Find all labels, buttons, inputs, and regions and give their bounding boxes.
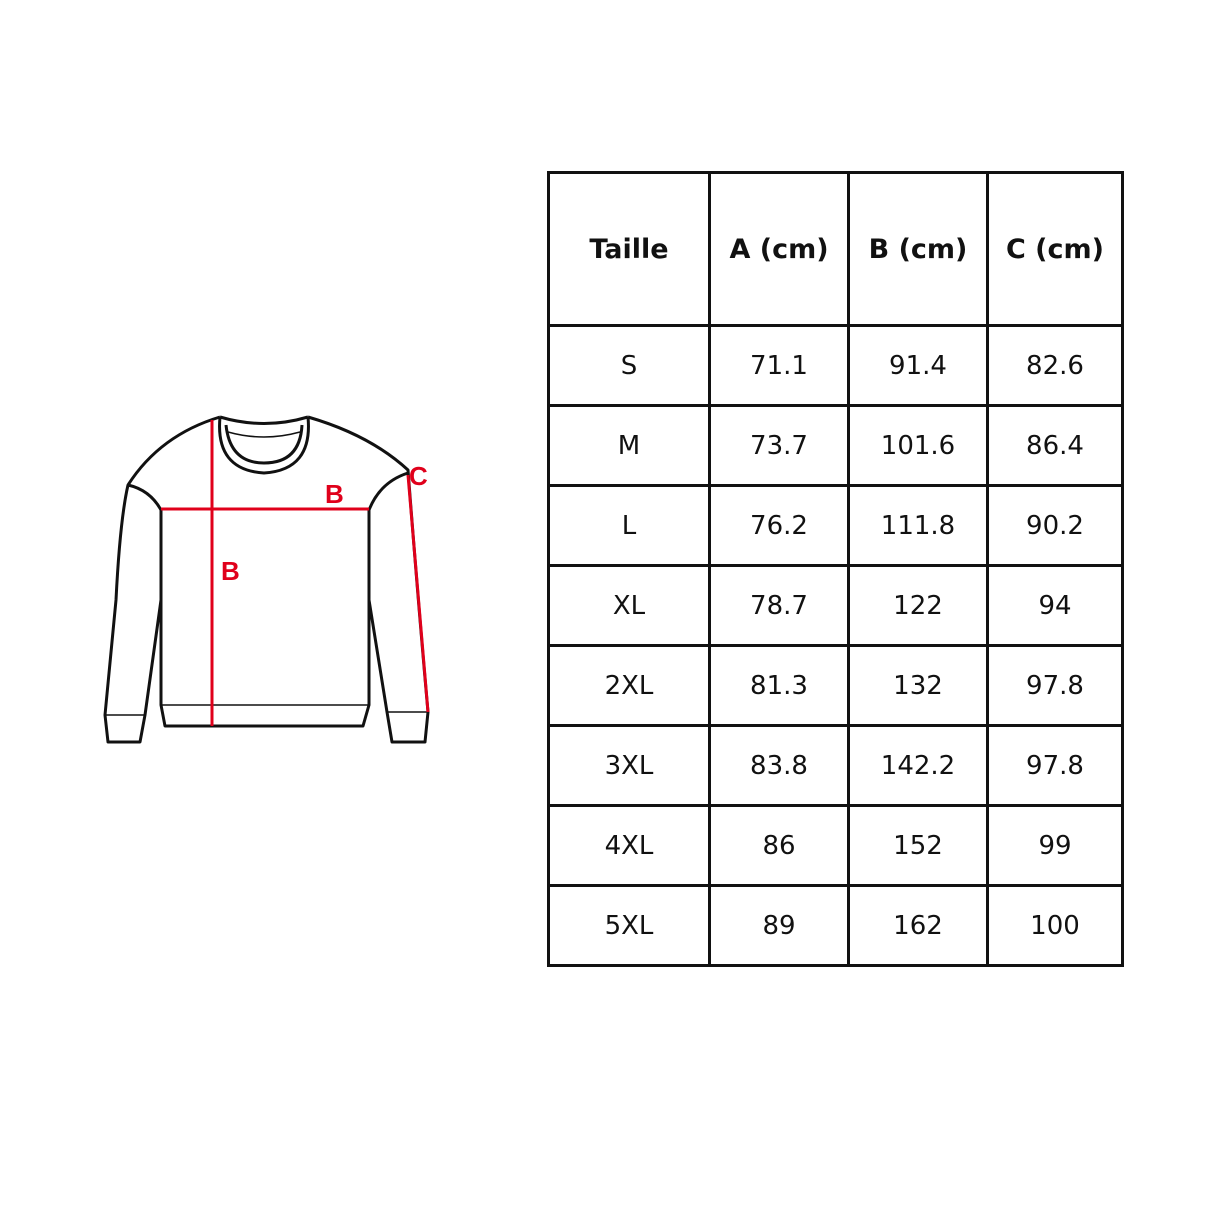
c-cell: 97.8 bbox=[986, 644, 1124, 727]
b-cell: 152 bbox=[847, 804, 989, 887]
header-b: B (cm) bbox=[847, 171, 989, 327]
a-cell: 78.7 bbox=[708, 564, 850, 647]
a-cell: 81.3 bbox=[708, 644, 850, 727]
size-cell: 3XL bbox=[547, 724, 711, 807]
b-cell: 91.4 bbox=[847, 324, 989, 407]
a-cell: 89 bbox=[708, 884, 850, 967]
table-row: XL 78.7 122 94 bbox=[547, 564, 1124, 647]
c-cell: 99 bbox=[986, 804, 1124, 887]
a-cell: 86 bbox=[708, 804, 850, 887]
b-cell: 132 bbox=[847, 644, 989, 727]
a-cell: 73.7 bbox=[708, 404, 850, 487]
b-cell: 101.6 bbox=[847, 404, 989, 487]
size-cell: S bbox=[547, 324, 711, 407]
b-cell: 142.2 bbox=[847, 724, 989, 807]
size-cell: 2XL bbox=[547, 644, 711, 727]
length-label: B bbox=[221, 556, 240, 586]
c-cell: 94 bbox=[986, 564, 1124, 647]
size-cell: XL bbox=[547, 564, 711, 647]
header-c: C (cm) bbox=[986, 171, 1124, 327]
table-row: M 73.7 101.6 86.4 bbox=[547, 404, 1124, 487]
size-cell: M bbox=[547, 404, 711, 487]
header-size: Taille bbox=[547, 171, 711, 327]
sleeve-label: C bbox=[409, 461, 428, 491]
table-row: 4XL 86 152 99 bbox=[547, 804, 1124, 887]
b-cell: 162 bbox=[847, 884, 989, 967]
c-cell: 90.2 bbox=[986, 484, 1124, 567]
measure-lines bbox=[161, 420, 430, 726]
table-row: 3XL 83.8 142.2 97.8 bbox=[547, 724, 1124, 807]
size-cell: 5XL bbox=[547, 884, 711, 967]
a-cell: 76.2 bbox=[708, 484, 850, 567]
header-a: A (cm) bbox=[708, 171, 850, 327]
size-cell: L bbox=[547, 484, 711, 567]
size-cell: 4XL bbox=[547, 804, 711, 887]
c-cell: 86.4 bbox=[986, 404, 1124, 487]
size-table: Taille A (cm) B (cm) C (cm) S 71.1 91.4 82.… bbox=[547, 171, 1124, 967]
table-row: 2XL 81.3 132 97.8 bbox=[547, 644, 1124, 727]
c-cell: 100 bbox=[986, 884, 1124, 967]
b-cell: 122 bbox=[847, 564, 989, 647]
b-cell: 111.8 bbox=[847, 484, 989, 567]
c-cell: 97.8 bbox=[986, 724, 1124, 807]
sleeve-line bbox=[406, 474, 430, 713]
table-row: 5XL 89 162 100 bbox=[547, 884, 1124, 967]
table-row: L 76.2 111.8 90.2 bbox=[547, 484, 1124, 567]
c-cell: 82.6 bbox=[986, 324, 1124, 407]
header-row: Taille A (cm) B (cm) C (cm) bbox=[547, 171, 1124, 327]
a-cell: 71.1 bbox=[708, 324, 850, 407]
width-label: B bbox=[325, 479, 344, 509]
sweater-outline bbox=[103, 415, 430, 744]
table-row: S 71.1 91.4 82.6 bbox=[547, 324, 1124, 407]
a-cell: 83.8 bbox=[708, 724, 850, 807]
